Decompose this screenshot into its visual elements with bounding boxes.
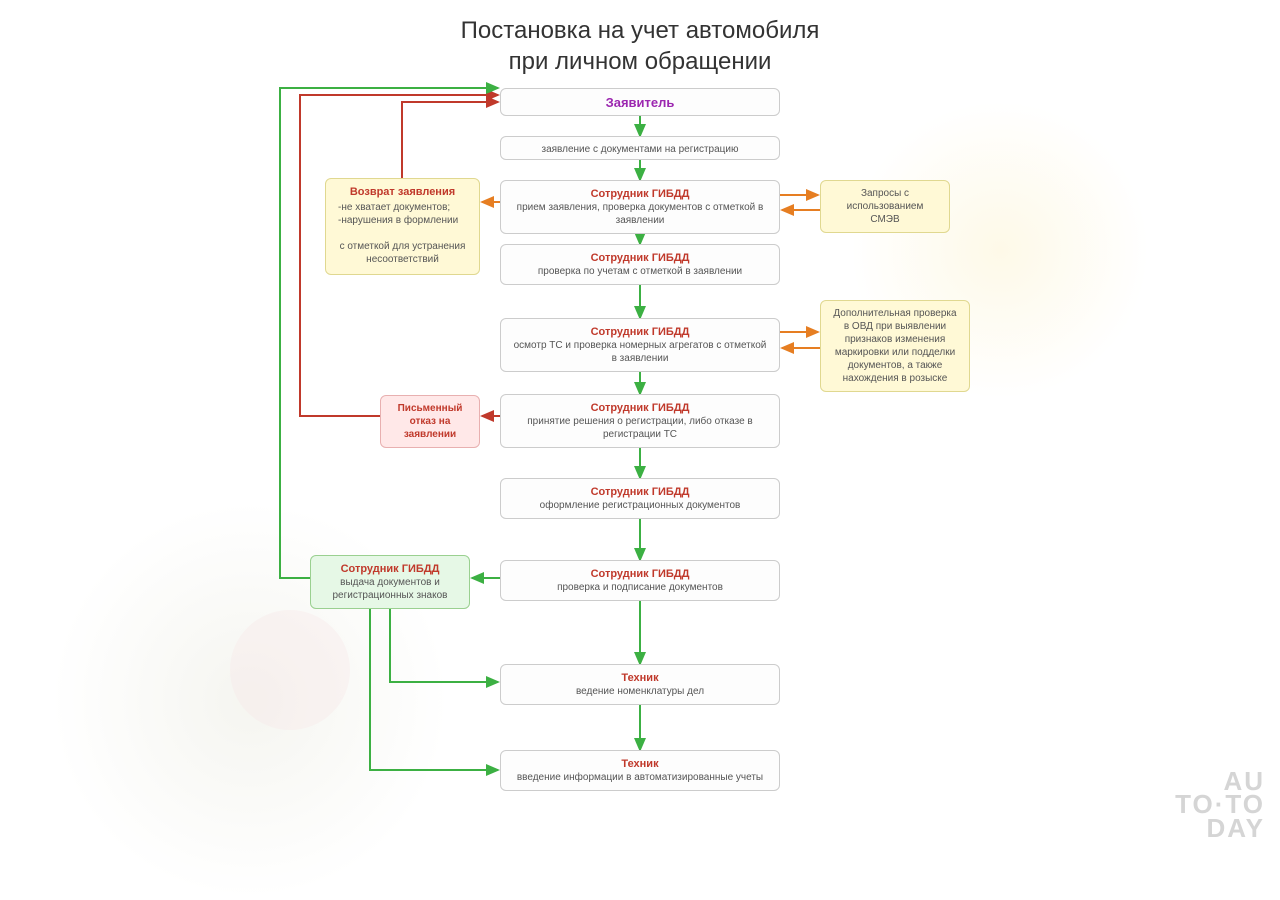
node-body: принятие решения о регистрации, либо отк… xyxy=(511,415,769,441)
node-body: введение информации в автоматизированные… xyxy=(511,771,769,784)
node-heading: Сотрудник ГИБДД xyxy=(511,401,769,415)
page-title: Постановка на учет автомобиля при личном… xyxy=(0,0,1280,77)
node-heading: Сотрудник ГИБДД xyxy=(511,251,769,265)
node-body: Запросы с использованием СМЭВ xyxy=(831,187,939,226)
node-sign-docs: Сотрудник ГИБДД проверка и подписание до… xyxy=(500,560,780,601)
title-line2: при личном обращении xyxy=(509,48,772,75)
node-heading: Сотрудник ГИБДД xyxy=(511,567,769,581)
node-body: осмотр ТС и проверка номерных агрегатов … xyxy=(511,339,769,365)
node-application-docs: заявление с документами на регистрацию xyxy=(500,136,780,160)
node-receive-application: Сотрудник ГИБДД прием заявления, проверк… xyxy=(500,180,780,234)
node-technician-filing: Техник ведение номенклатуры дел xyxy=(500,664,780,705)
node-body: выдача документов и регистрационных знак… xyxy=(321,576,459,602)
node-body: прием заявления, проверка документов с о… xyxy=(511,201,769,227)
node-technician-database: Техник введение информации в автоматизир… xyxy=(500,750,780,791)
node-body: проверка по учетам с отметкой в заявлени… xyxy=(511,265,769,278)
watermark: AU TO·TO DAY xyxy=(1175,770,1265,840)
node-heading: Заявитель xyxy=(511,95,769,112)
node-heading: Возврат заявления xyxy=(336,185,469,199)
node-additional-check: Дополнительная проверка в ОВД при выявле… xyxy=(820,300,970,392)
node-body: ведение номенклатуры дел xyxy=(511,685,769,698)
node-return-application: Возврат заявления -не хватает документов… xyxy=(325,178,480,275)
node-applicant: Заявитель xyxy=(500,88,780,116)
node-heading: Техник xyxy=(511,757,769,771)
node-prepare-docs: Сотрудник ГИБДД оформление регистрационн… xyxy=(500,478,780,519)
node-heading: Сотрудник ГИБДД xyxy=(321,562,459,576)
node-body: -не хватает документов; -нарушения в фор… xyxy=(336,199,469,268)
node-heading: Сотрудник ГИБДД xyxy=(511,187,769,201)
node-heading: Письменный отказ на заявлении xyxy=(391,402,469,441)
node-body: оформление регистрационных документов xyxy=(511,499,769,512)
node-written-refusal: Письменный отказ на заявлении xyxy=(380,395,480,448)
node-body: заявление с документами на регистрацию xyxy=(511,143,769,156)
node-smev-requests: Запросы с использованием СМЭВ xyxy=(820,180,950,233)
node-body: Дополнительная проверка в ОВД при выявле… xyxy=(831,307,959,385)
node-issue-documents: Сотрудник ГИБДД выдача документов и реги… xyxy=(310,555,470,609)
title-line1: Постановка на учет автомобиля xyxy=(461,17,820,44)
node-heading: Сотрудник ГИБДД xyxy=(511,485,769,499)
node-vehicle-inspection: Сотрудник ГИБДД осмотр ТС и проверка ном… xyxy=(500,318,780,372)
node-heading: Техник xyxy=(511,671,769,685)
node-body: проверка и подписание документов xyxy=(511,581,769,594)
node-decision: Сотрудник ГИБДД принятие решения о регис… xyxy=(500,394,780,448)
node-heading: Сотрудник ГИБДД xyxy=(511,325,769,339)
node-check-records: Сотрудник ГИБДД проверка по учетам с отм… xyxy=(500,244,780,285)
